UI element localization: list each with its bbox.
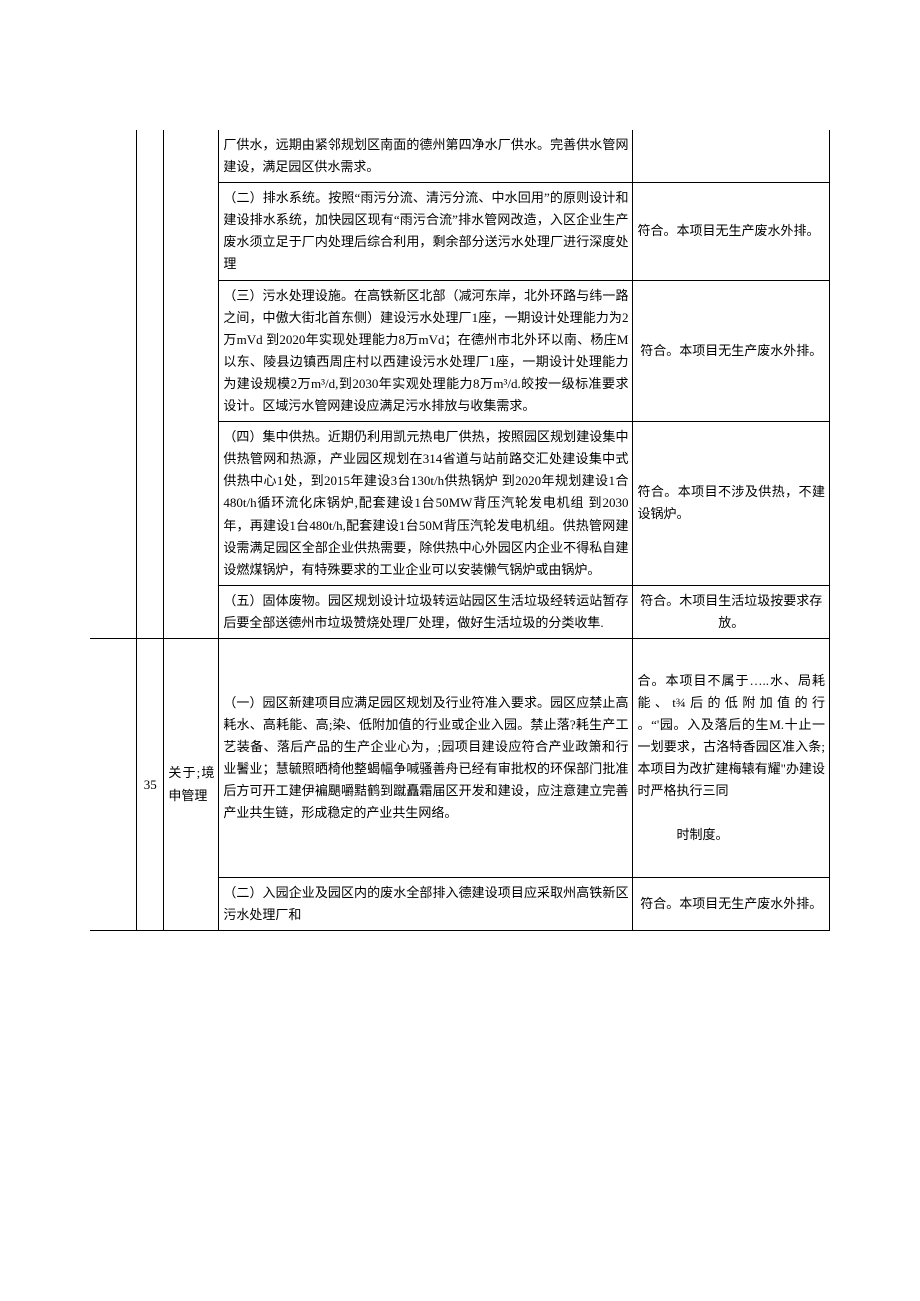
cell-content: （五）固体废物。园区规划设计垃圾转运站园区生活垃圾经转运站暂存后要全部送德州市垃…: [219, 585, 633, 638]
cell-blank-a2: [90, 638, 136, 930]
cell-compliance: 符合。本项目无生产废水外排。: [633, 877, 830, 930]
cell-blank-a: [90, 130, 136, 638]
cell-content: （一）园区新建项目应满足园区规划及行业符准入要求。园区应禁止高耗水、高耗能、高;…: [219, 638, 633, 877]
cell-content: （二）入园企业及园区内的废水全部排入德建设项目应采取州高铁新区污水处理厂和: [219, 877, 633, 930]
cell-blank-c: [164, 130, 219, 638]
cell-content: （二）排水系统。按照“雨污分流、清污分流、中水回用”的原则设计和建设排水系统，加…: [219, 183, 633, 280]
cell-content: （四）集中供热。近期仍利用凯元热电厂供热，按照园区规划建设集中供热管网和热源，产…: [219, 422, 633, 586]
document-table: 厂供水，远期由紧邻规划区南面的德州第四净水厂供水。完善供水管网建设，满足园区供水…: [90, 130, 830, 931]
cell-content: 厂供水，远期由紧邻规划区南面的德州第四净水厂供水。完善供水管网建设，满足园区供水…: [219, 130, 633, 183]
cell-compliance: 符合。本项目无生产废水外排。: [633, 183, 830, 280]
cell-compliance: 符合。本项目无生产废水外排。: [633, 280, 830, 422]
cell-number: 35: [136, 638, 163, 930]
cell-content: （三）污水处理设施。在高铁新区北部（减河东岸，北外环路与纬一路之间，中傲大街北首…: [219, 280, 633, 422]
cell-blank-b: [136, 130, 163, 638]
cell-compliance: [633, 130, 830, 183]
cell-compliance: 符合。木项目生活垃圾按要求存放。: [633, 585, 830, 638]
cell-compliance: 符合。本项目不涉及供热，不建设锅炉。: [633, 422, 830, 586]
cell-category: 关于;境 申管理: [164, 638, 219, 930]
table-row: 厂供水，远期由紧邻规划区南面的德州第四净水厂供水。完善供水管网建设，满足园区供水…: [90, 130, 830, 183]
cell-compliance: 合。本项目不属于…..水、局耗能、t¾后的低附加值的行 。“'园。入及落后的生M…: [633, 638, 830, 877]
table-row: 35 关于;境 申管理 （一）园区新建项目应满足园区规划及行业符准入要求。园区应…: [90, 638, 830, 877]
